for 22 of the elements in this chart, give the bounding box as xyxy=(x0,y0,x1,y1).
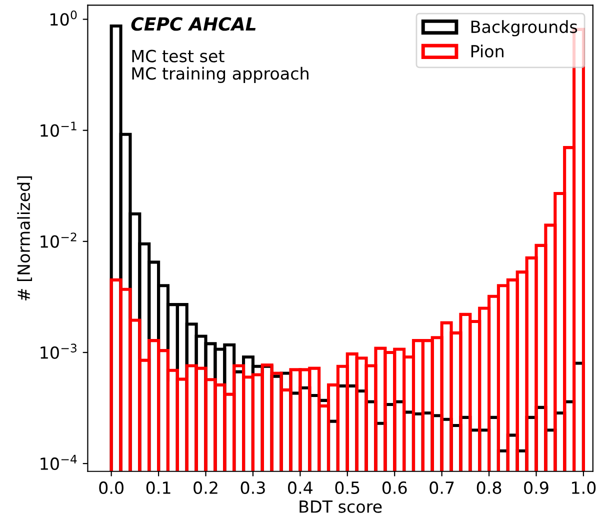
y-tick-label: 10$^{−2}$ xyxy=(40,232,76,248)
x-tick-label: 0.6 xyxy=(382,481,407,494)
y-axis-title: # [Normalized] xyxy=(17,176,32,300)
x-tick-label: 0.0 xyxy=(99,481,124,494)
x-tick-label: 0.2 xyxy=(194,481,218,494)
annotation: CEPC AHCAL xyxy=(131,17,256,31)
legend-label: Backgrounds xyxy=(471,20,578,36)
y-tick-label: 10$^{−1}$ xyxy=(40,122,76,137)
x-tick-label: 0.5 xyxy=(335,481,360,494)
x-tick-label: 1.0 xyxy=(572,481,596,494)
x-tick-label: 0.4 xyxy=(288,481,312,494)
x-tick-label: 0.9 xyxy=(524,481,548,494)
y-tick-label: 10$^{0}$ xyxy=(50,10,77,26)
annotation: MC test set MC training approach xyxy=(132,50,308,83)
legend-label: Pion xyxy=(471,44,504,58)
y-tick-label: 10$^{−3}$ xyxy=(40,344,76,359)
x-tick-label: 0.1 xyxy=(146,481,170,494)
x-tick-label: 0.8 xyxy=(476,481,502,494)
x-tick-label: 0.7 xyxy=(430,481,454,494)
x-tick-label: 0.3 xyxy=(240,481,265,494)
x-axis-title: BDT score xyxy=(300,500,382,513)
y-tick-label: 10$^{−4}$ xyxy=(40,454,77,470)
